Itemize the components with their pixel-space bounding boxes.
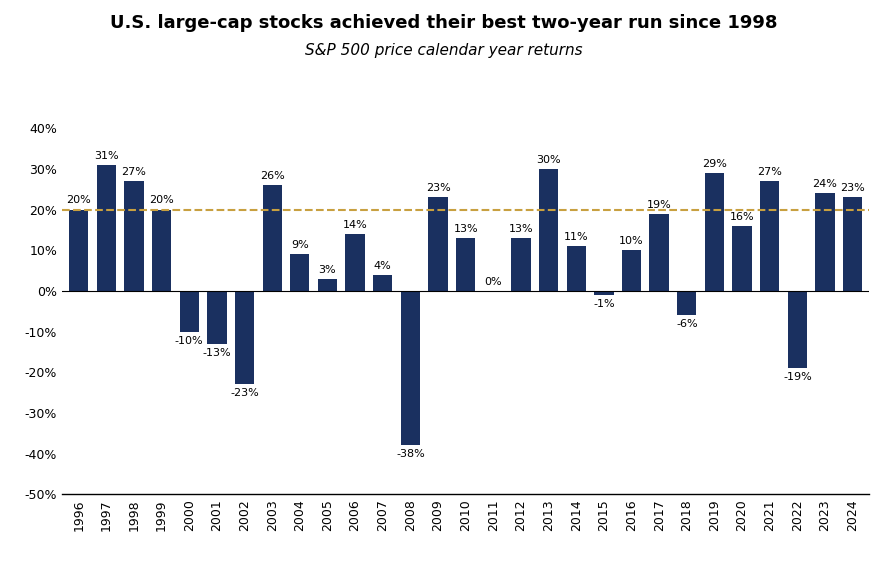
Bar xyxy=(814,193,834,291)
Bar xyxy=(732,226,751,291)
Bar xyxy=(124,181,144,291)
Bar xyxy=(207,291,226,344)
Text: 3%: 3% xyxy=(318,265,336,274)
Text: 29%: 29% xyxy=(701,159,727,169)
Text: -23%: -23% xyxy=(229,389,259,399)
Bar xyxy=(510,238,530,291)
Text: 26%: 26% xyxy=(260,171,284,181)
Text: 23%: 23% xyxy=(839,183,864,193)
Bar xyxy=(345,234,364,291)
Text: 9%: 9% xyxy=(291,240,308,250)
Bar xyxy=(235,291,254,385)
Text: 4%: 4% xyxy=(374,261,392,270)
Text: -1%: -1% xyxy=(593,299,614,309)
Bar xyxy=(539,169,557,291)
Text: 16%: 16% xyxy=(729,212,754,222)
Text: 23%: 23% xyxy=(425,183,450,193)
Bar xyxy=(759,181,779,291)
Bar xyxy=(842,197,861,291)
Bar xyxy=(787,291,806,368)
Text: 11%: 11% xyxy=(563,232,588,242)
Bar xyxy=(317,279,337,291)
Text: 27%: 27% xyxy=(121,167,146,177)
Text: 31%: 31% xyxy=(94,151,119,161)
Bar xyxy=(649,214,668,291)
Bar xyxy=(400,291,420,445)
Text: 30%: 30% xyxy=(536,155,560,165)
Text: 14%: 14% xyxy=(342,220,367,230)
Text: -13%: -13% xyxy=(202,348,231,358)
Text: 0%: 0% xyxy=(484,277,501,287)
Bar xyxy=(676,291,696,315)
Bar xyxy=(373,274,392,291)
Bar xyxy=(97,165,116,291)
Text: U.S. large-cap stocks achieved their best two-year run since 1998: U.S. large-cap stocks achieved their bes… xyxy=(110,14,776,32)
Bar xyxy=(69,210,89,291)
Text: 24%: 24% xyxy=(812,179,836,189)
Bar xyxy=(621,250,641,291)
Text: 13%: 13% xyxy=(453,224,478,234)
Bar xyxy=(566,246,586,291)
Bar xyxy=(262,185,282,291)
Bar xyxy=(179,291,198,332)
Text: 10%: 10% xyxy=(618,236,643,246)
Text: 19%: 19% xyxy=(646,199,671,210)
Text: -6%: -6% xyxy=(675,319,697,329)
Bar xyxy=(704,173,723,291)
Bar xyxy=(152,210,171,291)
Text: 13%: 13% xyxy=(508,224,532,234)
Bar xyxy=(290,254,309,291)
Text: -10%: -10% xyxy=(175,336,203,345)
Text: 27%: 27% xyxy=(757,167,781,177)
Bar xyxy=(455,238,475,291)
Text: -38%: -38% xyxy=(395,449,424,460)
Bar xyxy=(594,291,613,295)
Bar xyxy=(428,197,447,291)
Text: S&P 500 price calendar year returns: S&P 500 price calendar year returns xyxy=(305,43,581,57)
Text: 20%: 20% xyxy=(149,195,174,206)
Text: 20%: 20% xyxy=(66,195,91,206)
Text: -19%: -19% xyxy=(782,372,811,382)
